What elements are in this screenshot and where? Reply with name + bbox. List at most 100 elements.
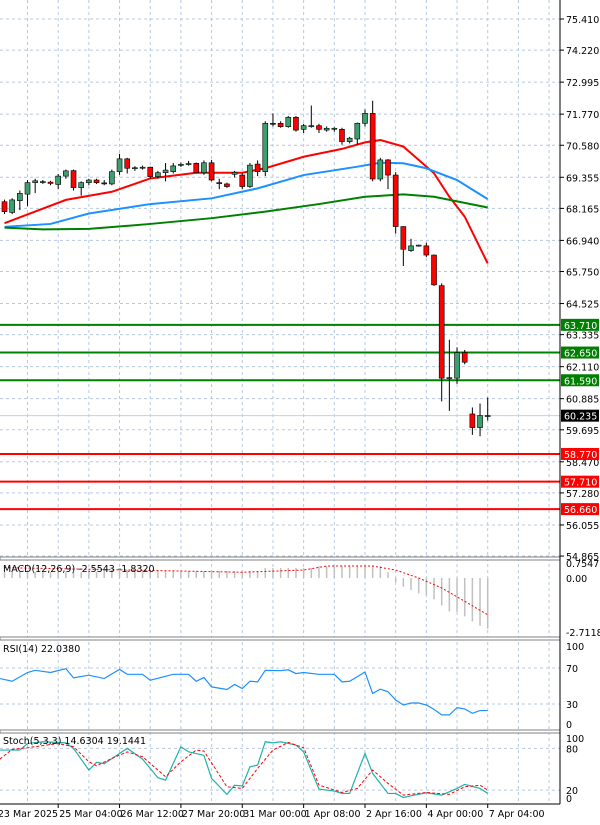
price-axis-label: 63.335 [566,331,599,342]
time-axis-label: 1 Apr 08:00 [305,809,361,820]
level-label-box [561,503,599,516]
macd-signal-line [4,565,488,616]
bullish-candle [78,182,84,188]
price-axis-label: 56.055 [566,521,599,532]
price-axis-label: 54.865 [566,552,599,563]
stochastic-axis-label: 100 [566,734,584,745]
bearish-candle [47,181,54,184]
bullish-candle [9,199,15,213]
level-label: 62.650 [564,349,597,360]
bearish-candle [208,162,215,181]
bearish-candle [423,245,430,256]
stochastic-axis-label: 0 [566,794,572,805]
bullish-candle [40,181,46,183]
bullish-candle [24,182,31,195]
moving-average-line [4,139,489,264]
bullish-candle [17,193,23,201]
level-label: 58.770 [564,450,597,461]
price-axis-label: 60.885 [566,395,599,406]
bullish-candle [477,415,483,428]
bearish-candle [101,182,108,185]
bullish-candle [308,125,315,127]
bullish-candle [86,179,92,183]
bearish-candle [293,116,299,131]
rsi-axis-label: 30 [566,700,578,711]
time-axis-label: 25 Mar 04:00 [59,809,122,820]
macd-legend: MACD(12,26,9) -2.5543 -1.8320 [3,564,155,575]
bearish-candle [400,226,407,250]
price-axis-label: 69.355 [566,173,599,184]
bearish-candle [270,122,276,125]
current-price-label: 60.235 [564,412,597,423]
level-label-box [561,475,599,488]
bearish-candle [469,413,476,428]
level-label: 57.710 [564,478,597,489]
price-axis-label: 71.770 [566,110,599,121]
level-label-box [561,346,599,359]
level-label-box [561,447,599,460]
current-price-box [561,409,599,422]
bullish-candle [139,166,146,169]
bearish-candle [461,352,468,363]
stochastic-panel[interactable] [0,741,489,799]
macd-axis-label: -2.7118 [566,628,600,639]
bullish-candle [231,172,238,175]
bearish-candle [239,174,246,187]
price-axis-label: 58.470 [566,458,599,469]
stochastic-legend: Stoch(5,3,3) 14.6304 19.1441 [3,736,146,747]
macd-panel[interactable] [3,565,489,629]
bullish-candle [446,377,453,379]
price-axis-label: 72.995 [566,78,599,89]
panel-separator [0,556,561,561]
bullish-candle [155,172,161,177]
panel-separator [0,729,561,734]
time-axis-label: 26 Mar 12:00 [121,809,184,820]
time-axis-label: 4 Apr 00:00 [427,809,483,820]
rsi-axis-label: 0 [566,720,572,731]
price-panel[interactable] [0,100,560,511]
bullish-candle [362,113,368,124]
bullish-candle [262,122,269,172]
price-axis-label: 75.410 [566,15,599,26]
bullish-candle [323,127,330,131]
bearish-candle [438,285,445,379]
bullish-candle [454,352,460,379]
bullish-candle [178,164,184,166]
time-axis-label: 31 Mar 00:00 [243,809,306,820]
price-axis-label: 65.750 [566,268,599,279]
moving-average-line [4,193,488,231]
bullish-candle [247,164,253,187]
grid [0,0,560,804]
time-axis-label: 23 Mar 2025 [0,809,58,820]
rsi-line [0,667,488,716]
rsi-panel[interactable] [0,667,488,716]
level-label: 56.660 [564,505,597,516]
panel-separator [0,636,561,641]
bearish-candle [70,170,77,188]
bullish-candle [109,171,115,185]
time-axis-label: 27 Mar 20:00 [182,809,245,820]
level-label-box [561,374,599,387]
bullish-candle [484,415,491,417]
bearish-candle [277,122,284,127]
bullish-candle [354,122,361,140]
price-axis-label: 70.580 [566,141,599,152]
price-axis-label: 64.525 [566,300,599,311]
bearish-candle [93,179,100,183]
bullish-candle [63,170,69,177]
bullish-candle [185,163,192,165]
bearish-candle [216,182,223,184]
time-axis-label: 2 Apr 16:00 [366,809,422,820]
bullish-candle [201,162,207,174]
level-label-box [561,318,599,331]
price-axis-label: 68.165 [566,204,599,215]
bearish-candle [124,158,131,169]
stochastic-signal-line [0,741,488,796]
bullish-candle [346,137,353,142]
bearish-candle [224,183,230,187]
bearish-candle [1,201,8,212]
price-axis-label: 57.280 [566,489,599,500]
bullish-candle [415,244,422,247]
bullish-candle [170,165,177,172]
